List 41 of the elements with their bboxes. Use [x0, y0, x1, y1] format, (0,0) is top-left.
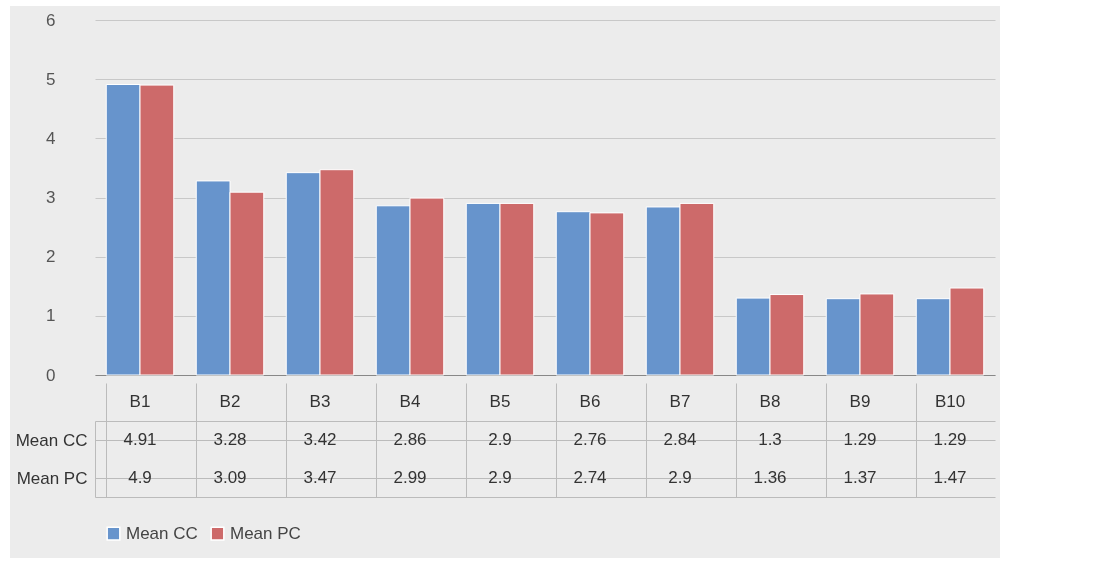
x-tick-label: B10: [934, 392, 966, 411]
data-label: 4.91: [123, 430, 157, 449]
data-label: 3.47: [303, 468, 337, 487]
text: Mean CC: [15, 430, 88, 450]
y-tick-label: 5: [46, 69, 56, 89]
legend-label: Mean CC: [126, 523, 198, 543]
y-tick-label: 0: [46, 365, 56, 385]
data-label: 2.99: [393, 468, 427, 487]
y-tick-label: 2: [46, 247, 56, 267]
text: Mean PC: [16, 468, 88, 488]
data-label: 2.76: [573, 430, 607, 449]
data-label: 1.47: [933, 468, 967, 487]
data-label: 2.9: [488, 430, 512, 449]
x-tick-label: B6: [579, 392, 601, 411]
data-label: 2.9: [668, 468, 692, 487]
y-tick-label: 3: [46, 188, 56, 207]
data-label: 1.29: [933, 430, 967, 449]
data-label: 2.86: [393, 430, 427, 449]
data-label: 3.42: [303, 430, 337, 449]
y-tick-label: 6: [46, 10, 56, 30]
data-label: 2.74: [573, 468, 607, 487]
y-tick-label: 4: [46, 128, 56, 148]
data-label: 1.37: [843, 468, 877, 487]
y-tick-label: 1: [46, 306, 56, 326]
x-tick-label: B2: [219, 392, 241, 411]
legend-label: Mean PC: [230, 523, 301, 543]
x-tick-label: B4: [399, 392, 421, 411]
data-label: 4.9: [128, 468, 152, 487]
data-label: 2.9: [488, 468, 512, 487]
x-tick-label: B3: [309, 392, 331, 411]
data-label: 2.84: [663, 430, 697, 449]
x-tick-label: B1: [129, 392, 151, 411]
data-label: 3.28: [213, 430, 247, 449]
x-tick-label: B5: [489, 392, 511, 411]
data-label: 1.29: [843, 430, 877, 449]
x-tick-label: B9: [849, 392, 871, 411]
data-label: 1.36: [753, 468, 787, 487]
data-label: 3.09: [213, 468, 247, 487]
data-label: 1.3: [758, 430, 782, 449]
x-tick-label: B7: [669, 392, 691, 411]
x-tick-label: B8: [759, 392, 781, 411]
